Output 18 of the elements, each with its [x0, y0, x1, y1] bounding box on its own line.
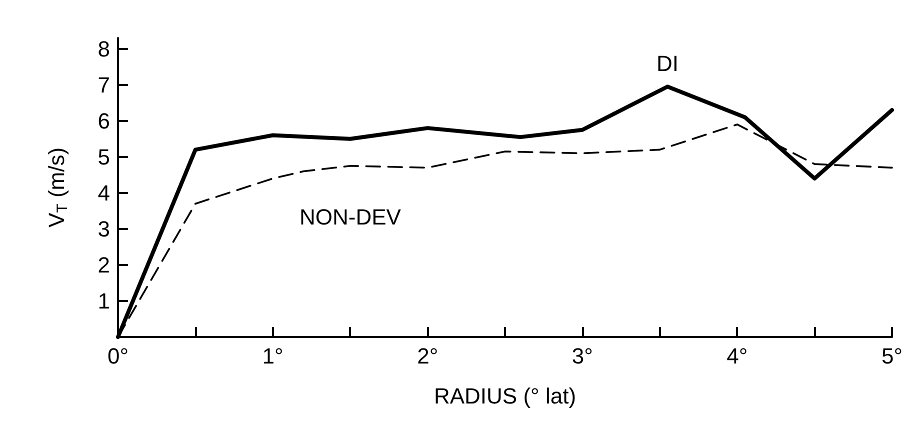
y-tick-label: 5 [98, 144, 110, 170]
x-axis-title: RADIUS (° lat) [434, 384, 576, 408]
x-tick-label: 1° [262, 344, 284, 368]
series-label: DI [656, 51, 679, 76]
y-tick-label: 1 [98, 288, 110, 314]
y-axis-title: VT (m/s) [44, 147, 71, 228]
y-tick-label: 8 [98, 36, 110, 62]
x-tick-label: 0° [107, 344, 129, 368]
y-tick-label: 7 [98, 72, 110, 98]
series-label: NON-DEV [299, 204, 402, 230]
x-tick-label: 2° [417, 344, 438, 368]
y-tick-label: 6 [98, 108, 110, 134]
x-tick-label: 5° [881, 344, 903, 368]
y-tick-label: 3 [98, 216, 110, 242]
y-tick-label: 4 [98, 180, 110, 206]
x-tick-label: 4° [726, 344, 748, 368]
y-tick-label: 2 [98, 252, 110, 278]
x-tick-label: 3° [572, 344, 593, 368]
